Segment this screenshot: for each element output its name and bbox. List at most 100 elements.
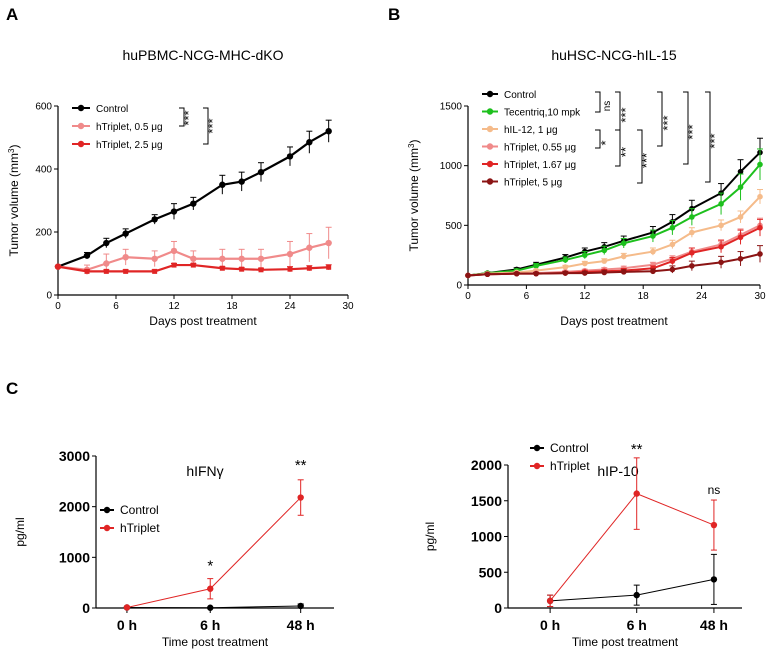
series-line bbox=[467, 196, 761, 277]
panel-letter-C: C bbox=[6, 379, 18, 398]
data-point bbox=[669, 266, 676, 273]
data-point bbox=[103, 239, 110, 247]
series-5 bbox=[465, 245, 763, 279]
data-point bbox=[633, 490, 640, 497]
data-point bbox=[650, 248, 656, 255]
data-point bbox=[546, 597, 554, 605]
chart-C1: hIFNγ 0 1000 2000 3000 0 h 6 h 48 h Time post tr… bbox=[13, 448, 334, 649]
data-point bbox=[737, 255, 744, 262]
x-tick-label: 24 bbox=[284, 301, 296, 312]
data-point bbox=[297, 494, 304, 501]
data-point bbox=[286, 153, 294, 160]
sig-bracket bbox=[637, 129, 643, 184]
legend-label: hTriplet, 0.55 μg bbox=[504, 143, 576, 154]
legend-marker bbox=[77, 104, 85, 112]
data-point bbox=[533, 270, 539, 277]
data-point bbox=[123, 604, 131, 611]
y-tick-label: 1000 bbox=[59, 549, 90, 565]
chart-title: huHSC-NCG-hIL-15 bbox=[551, 47, 676, 63]
data-point bbox=[325, 128, 332, 135]
sig-label: *** bbox=[639, 153, 654, 168]
sig-label: *** bbox=[707, 133, 722, 148]
data-point bbox=[562, 264, 569, 270]
legend-marker bbox=[486, 160, 494, 168]
data-point bbox=[54, 263, 62, 270]
y-axis-label: pg/ml bbox=[423, 522, 437, 551]
legend-label: Control bbox=[550, 441, 589, 455]
x-tick-label: 0 bbox=[55, 301, 61, 312]
data-point bbox=[287, 266, 293, 272]
sig-label: *** bbox=[181, 110, 196, 125]
y-tick-label: 400 bbox=[35, 165, 52, 176]
data-point bbox=[190, 255, 197, 262]
data-point bbox=[562, 257, 569, 263]
series-0 bbox=[546, 553, 718, 608]
legend-marker bbox=[486, 143, 494, 150]
legend-label: Control bbox=[504, 90, 536, 101]
x-tick-label: 0 bbox=[465, 291, 471, 302]
data-point bbox=[710, 576, 718, 583]
sig-label: ** bbox=[618, 147, 633, 157]
sig-annotation: * bbox=[207, 558, 213, 575]
x-tick-label: 30 bbox=[754, 291, 766, 302]
x-tick-label: 30 bbox=[342, 301, 354, 312]
data-point bbox=[306, 244, 313, 251]
series-0 bbox=[123, 602, 304, 611]
y-axis-label: Tumor volume (mm3) bbox=[7, 144, 21, 256]
data-point bbox=[152, 268, 158, 274]
data-point bbox=[689, 214, 695, 220]
data-point bbox=[582, 260, 588, 267]
data-point bbox=[219, 265, 225, 271]
y-tick-label: 600 bbox=[35, 102, 52, 113]
data-point bbox=[103, 268, 109, 274]
data-point bbox=[718, 244, 724, 250]
legend-marker bbox=[486, 90, 494, 98]
x-tick-label: 12 bbox=[579, 291, 591, 302]
data-point bbox=[601, 247, 608, 254]
x-tick-label: 18 bbox=[638, 291, 650, 302]
sig-bracket bbox=[595, 91, 601, 113]
data-point bbox=[306, 139, 313, 146]
data-point bbox=[219, 255, 226, 262]
data-point bbox=[484, 271, 491, 278]
data-point bbox=[326, 264, 332, 270]
legend-label: hTriplet, 2.5 μg bbox=[96, 140, 163, 151]
x-tick-label: 6 h bbox=[200, 617, 220, 633]
data-point bbox=[737, 184, 744, 190]
x-tick-label: 0 h bbox=[540, 617, 560, 633]
data-point bbox=[258, 267, 264, 273]
data-point bbox=[669, 241, 676, 248]
data-point bbox=[257, 255, 265, 262]
y-tick-label: 3000 bbox=[59, 448, 90, 464]
panel-letter-B: B bbox=[388, 5, 400, 24]
data-point bbox=[513, 270, 520, 277]
data-point bbox=[689, 249, 695, 256]
chart-B: huHSC-NCG-hIL-15 0 500 1000 1500 0 6 12 18 24 30 Da… bbox=[407, 47, 766, 328]
y-axis-label-sup: 3 bbox=[407, 143, 416, 148]
y-axis-label-main: Tumor volume (mm bbox=[407, 148, 421, 252]
chart-C2: hIP-10 0 500 1000 1500 2000 0 h 6 h 48 h Time pos… bbox=[423, 441, 742, 649]
data-point bbox=[689, 263, 695, 269]
data-point bbox=[103, 260, 110, 267]
legend-label: hTriplet, 1.67 μg bbox=[504, 160, 576, 171]
series-1 bbox=[123, 479, 304, 611]
sig-label: *** bbox=[660, 115, 675, 130]
chart-title: hIP-10 bbox=[597, 463, 638, 479]
data-point bbox=[465, 272, 471, 279]
legend-marker bbox=[103, 506, 111, 514]
sig-bracket bbox=[203, 107, 209, 145]
y-axis-label: pg/ml bbox=[13, 517, 27, 546]
x-axis-label: Time post treatment bbox=[162, 635, 269, 649]
data-point bbox=[757, 224, 763, 231]
series-line bbox=[467, 163, 761, 277]
x-tick-label: 6 h bbox=[627, 617, 647, 633]
data-point bbox=[718, 259, 724, 266]
data-point bbox=[533, 263, 539, 269]
sig-annotation: ** bbox=[631, 441, 643, 458]
y-axis-label-end: ) bbox=[7, 144, 21, 148]
legend-label: hTriplet, 0.5 μg bbox=[96, 122, 163, 133]
legend-marker bbox=[486, 125, 494, 133]
x-axis-label: Days post treatment bbox=[560, 314, 668, 328]
data-point bbox=[286, 250, 294, 258]
